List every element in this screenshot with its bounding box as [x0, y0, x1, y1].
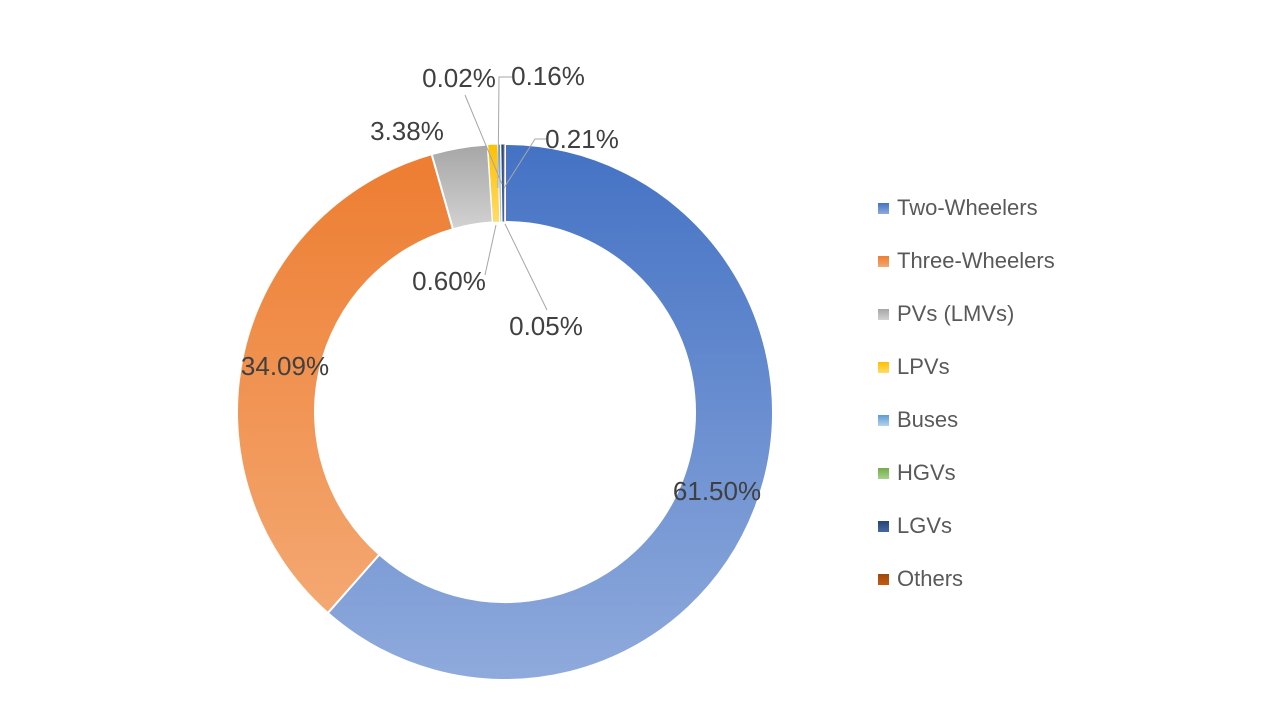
leader-lines-group	[464, 76, 548, 311]
legend-label: LPVs	[897, 354, 950, 379]
legend-swatch-icon	[878, 467, 889, 479]
data-label-two-wheelers: 61.50%	[673, 476, 761, 506]
data-label-three-wheelers: 34.09%	[241, 351, 329, 381]
leader-line-lgvs	[503, 138, 546, 189]
legend-item-pvs-lmvs[interactable]: PVs (LMVs)	[878, 302, 1055, 326]
legend-item-others[interactable]: Others	[878, 567, 1055, 591]
leader-line-buses	[497, 76, 512, 189]
slice-three-wheelers[interactable]	[236, 152, 455, 615]
legend-item-lpvs[interactable]: LPVs	[878, 355, 1055, 379]
data-label-lgvs: 0.21%	[545, 124, 619, 154]
legend-label: Two-Wheelers	[897, 195, 1038, 220]
data-label-lpvs: 0.60%	[412, 266, 486, 296]
slice-others[interactable]	[504, 143, 506, 223]
legend-label: LGVs	[897, 513, 953, 538]
legend-swatch-icon	[878, 308, 889, 320]
legend-swatch-icon	[878, 573, 889, 585]
slice-two-wheelers[interactable]	[326, 142, 774, 681]
data-label-buses: 0.16%	[511, 61, 585, 91]
legend-swatch-icon	[878, 255, 889, 267]
legend-swatch-icon	[878, 414, 889, 426]
leader-line-lpvs	[484, 224, 497, 276]
legend-item-hgvs[interactable]: HGVs	[878, 461, 1055, 485]
legend-label: PVs (LMVs)	[897, 301, 1015, 326]
legend-item-buses[interactable]: Buses	[878, 408, 1055, 432]
legend-label: Buses	[897, 407, 959, 432]
legend: Two-Wheelers Three-Wheelers PVs (LMVs) L…	[878, 196, 1055, 591]
leader-line-hgvs	[464, 94, 503, 185]
legend-item-lgvs[interactable]: LGVs	[878, 514, 1055, 538]
data-label-pvs-lmvs: 3.38%	[370, 116, 444, 146]
legend-label: Three-Wheelers	[897, 248, 1055, 273]
leader-line-others	[504, 223, 548, 311]
data-label-others: 0.05%	[509, 311, 583, 341]
legend-swatch-icon	[878, 361, 889, 373]
legend-item-three-wheelers[interactable]: Three-Wheelers	[878, 249, 1055, 273]
slice-group	[236, 142, 774, 681]
legend-label: Others	[897, 566, 964, 591]
legend-label: HGVs	[897, 460, 956, 485]
legend-swatch-icon	[878, 520, 889, 532]
data-labels-group: 61.50% 34.09% 3.38% 0.60% 0.16% 0.02% 0.21% 0.0…	[241, 61, 761, 506]
legend-item-two-wheelers[interactable]: Two-Wheelers	[878, 196, 1055, 220]
legend-swatch-icon	[878, 202, 889, 214]
data-label-hgvs: 0.02%	[422, 63, 496, 93]
